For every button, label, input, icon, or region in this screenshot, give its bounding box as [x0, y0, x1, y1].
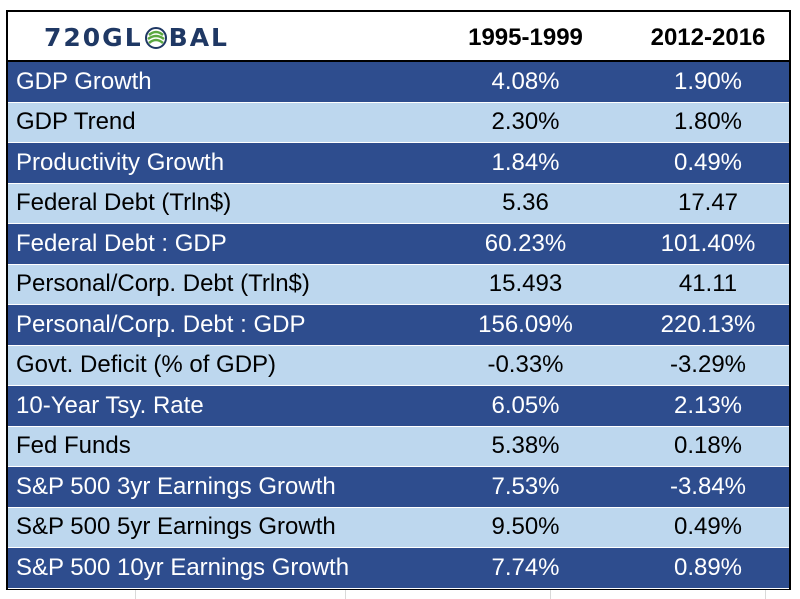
- period2-value: 1.80%: [673, 108, 743, 136]
- column-header-period2: 2012-2016: [650, 24, 766, 51]
- table-row: Govt. Deficit (% of GDP) -0.33% -3.29%: [8, 345, 789, 386]
- table-row: S&P 500 10yr Earnings Growth 7.74% 0.89%: [8, 548, 789, 589]
- period2-value: 2.13%: [673, 391, 743, 419]
- sheet-gridline: [135, 590, 136, 599]
- table-row: Federal Debt : GDP 60.23% 101.40%: [8, 224, 789, 265]
- sheet-gridline: [765, 590, 766, 599]
- row-label: Productivity Growth: [16, 148, 225, 176]
- table-row: GDP Trend 2.30% 1.80%: [8, 102, 789, 143]
- period1-value: 5.38%: [491, 432, 560, 460]
- row-label: S&P 500 10yr Earnings Growth: [16, 553, 350, 581]
- row-label: S&P 500 5yr Earnings Growth: [16, 513, 336, 541]
- row-label: Fed Funds: [16, 432, 131, 460]
- period2-value: 41.11: [678, 270, 738, 298]
- period1-value: 1.84%: [491, 148, 560, 176]
- sheet-gridline: [550, 590, 551, 599]
- period1-value: 15.493: [488, 270, 563, 298]
- table-row: Fed Funds 5.38% 0.18%: [8, 426, 789, 467]
- table-row: Personal/Corp. Debt (Trln$) 15.493 41.11: [8, 264, 789, 305]
- table-row: Federal Debt (Trln$) 5.36 17.47: [8, 183, 789, 224]
- comparison-table: 720GL BAL 1995-1999 2012-2016 GDP Growth…: [6, 10, 791, 590]
- period2-value: 17.47: [677, 189, 739, 217]
- row-label: Personal/Corp. Debt : GDP: [16, 310, 306, 338]
- row-label: GDP Trend: [16, 108, 136, 136]
- globe-icon: [144, 26, 167, 49]
- period1-value: 7.74%: [491, 553, 560, 581]
- table-row: Personal/Corp. Debt : GDP 156.09% 220.13%: [8, 305, 789, 346]
- period2-value: 0.49%: [673, 513, 743, 541]
- period1-value: 5.36: [502, 189, 549, 217]
- row-label: S&P 500 3yr Earnings Growth: [16, 472, 336, 500]
- table-row: GDP Growth 4.08% 1.90%: [8, 62, 789, 103]
- table-row: S&P 500 3yr Earnings Growth 7.53% -3.84%: [8, 467, 789, 508]
- table-row: S&P 500 5yr Earnings Growth 9.50% 0.49%: [8, 507, 789, 548]
- table-row: 10-Year Tsy. Rate 6.05% 2.13%: [8, 386, 789, 427]
- period2-value: 1.90%: [673, 67, 743, 95]
- period2-value: 0.18%: [673, 432, 743, 460]
- period2-value: 220.13%: [660, 310, 756, 338]
- logo-text-suffix: BAL: [168, 22, 229, 52]
- period1-value: 2.30%: [491, 108, 560, 136]
- row-label: Federal Debt (Trln$): [16, 189, 232, 217]
- period2-value: -3.84%: [669, 472, 747, 500]
- row-label: Federal Debt : GDP: [16, 229, 227, 257]
- column-header-period1: 1995-1999: [468, 24, 583, 51]
- period1-value: 156.09%: [478, 310, 573, 338]
- brand-logo: 720GL BAL: [44, 22, 229, 52]
- table-body: GDP Growth 4.08% 1.90% GDP Trend 2.30% 1.80% P…: [8, 62, 789, 589]
- row-label: 10-Year Tsy. Rate: [16, 391, 204, 419]
- table-row: Productivity Growth 1.84% 0.49%: [8, 143, 789, 184]
- row-label: Personal/Corp. Debt (Trln$): [16, 270, 310, 298]
- period2-value: 101.40%: [660, 229, 756, 257]
- period2-value: 0.89%: [673, 553, 743, 581]
- period1-value: -0.33%: [487, 351, 564, 379]
- period1-value: 7.53%: [491, 472, 560, 500]
- period1-value: 4.08%: [491, 67, 560, 95]
- row-label: GDP Growth: [16, 67, 152, 95]
- period2-value: 0.49%: [673, 148, 743, 176]
- period1-value: 60.23%: [484, 229, 567, 257]
- period2-value: -3.29%: [669, 351, 747, 379]
- row-label: Govt. Deficit (% of GDP): [16, 351, 277, 379]
- period1-value: 9.50%: [491, 513, 560, 541]
- period1-value: 6.05%: [491, 391, 560, 419]
- logo-text-prefix: 720GL: [44, 22, 143, 52]
- table-header: 720GL BAL 1995-1999 2012-2016: [8, 12, 789, 62]
- sheet-gridline: [345, 590, 346, 599]
